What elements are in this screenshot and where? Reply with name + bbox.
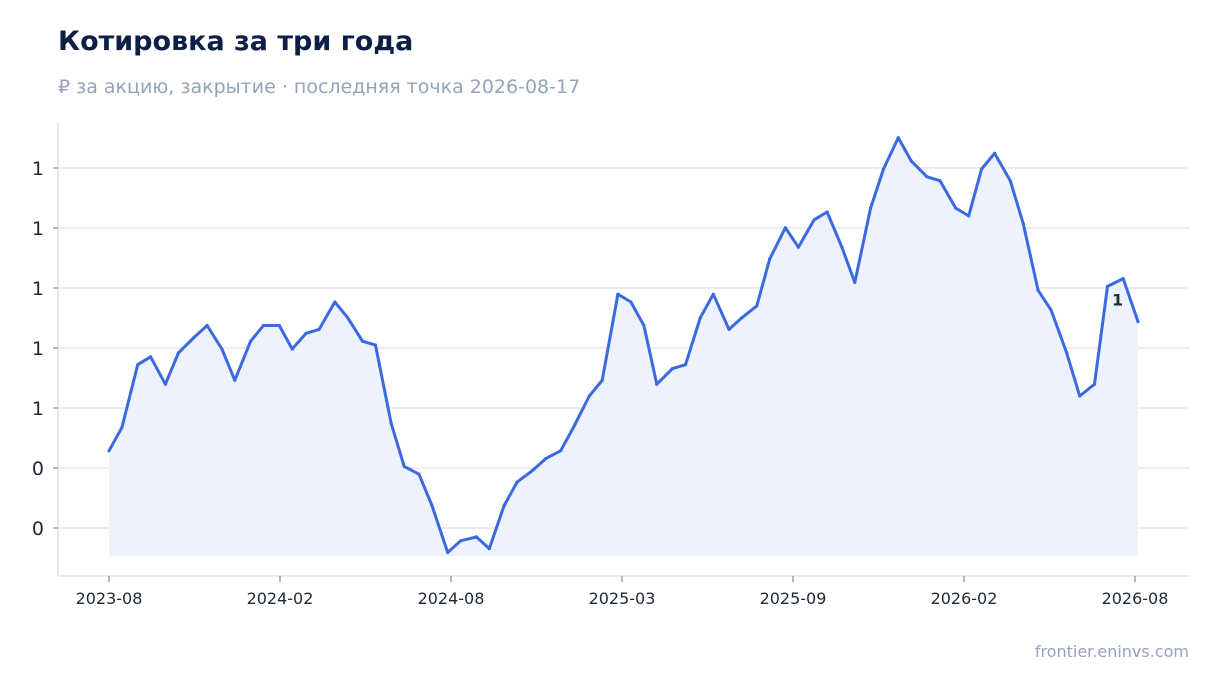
data-point [812, 218, 816, 222]
last-value-label: 1 [1112, 291, 1123, 310]
data-point [1121, 277, 1125, 281]
data-point [840, 245, 844, 249]
data-point [531, 468, 535, 472]
data-point [642, 323, 646, 328]
data-point [249, 339, 253, 343]
y-tick-label: 1 [32, 158, 44, 180]
data-point [446, 550, 450, 555]
data-point [120, 425, 124, 429]
y-tick-label: 1 [32, 398, 44, 420]
data-point [220, 347, 224, 351]
x-tick-label: 2026-08 [1102, 589, 1169, 608]
data-point [233, 378, 237, 382]
y-tick-label: 0 [32, 518, 44, 540]
data-point [544, 457, 548, 461]
x-tick-label: 2025-03 [589, 589, 656, 608]
y-tick-label: 1 [32, 338, 44, 360]
price-series-line [107, 136, 1140, 554]
data-point [1078, 394, 1082, 398]
data-point [417, 472, 421, 476]
data-point [655, 382, 659, 386]
data-point [1065, 351, 1069, 355]
data-point [402, 464, 406, 468]
y-tick-label: 1 [32, 278, 44, 300]
data-point [360, 339, 365, 343]
data-point [629, 300, 633, 304]
data-point [290, 347, 294, 351]
data-point [502, 504, 506, 508]
data-point [825, 210, 829, 214]
data-point [571, 425, 576, 429]
data-point [967, 214, 971, 218]
data-point [881, 167, 886, 171]
data-point [740, 316, 744, 320]
data-point [1008, 179, 1012, 183]
data-point [1136, 320, 1140, 324]
data-point [1105, 284, 1110, 288]
data-point [459, 539, 463, 543]
data-point [768, 257, 772, 261]
data-point [487, 547, 491, 551]
data-point [333, 300, 337, 304]
data-point [711, 292, 715, 296]
data-point [616, 292, 620, 296]
x-axis-ticks: 2023-08 2024-02 2024-08 2025-03 2025-09 2026-… [76, 576, 1169, 608]
x-tick-label: 2024-08 [418, 589, 485, 608]
data-point [587, 394, 591, 398]
data-point [205, 323, 209, 328]
data-point [373, 343, 378, 347]
x-tick-label: 2026-02 [931, 589, 998, 608]
data-point [149, 355, 153, 359]
x-tick-label: 2023-08 [76, 589, 143, 608]
data-point [317, 327, 321, 331]
y-tick-label: 0 [32, 458, 44, 480]
data-point [1036, 288, 1040, 292]
data-point [909, 159, 913, 163]
data-point [163, 382, 167, 386]
data-point [783, 226, 788, 230]
y-tick-label: 1 [32, 218, 44, 240]
data-point [389, 421, 393, 425]
data-point [474, 535, 478, 539]
data-point [670, 367, 675, 371]
data-point [304, 331, 308, 335]
data-point [980, 167, 984, 171]
data-point [938, 179, 942, 183]
data-point [559, 449, 563, 453]
data-point [277, 323, 281, 328]
data-point [176, 351, 180, 355]
data-point [1049, 308, 1053, 312]
price-area-fill [109, 137, 1138, 556]
y-axis-ticks: 0 0 1 1 1 1 1 [32, 158, 58, 540]
data-point [869, 206, 873, 210]
data-point [107, 449, 111, 453]
x-tick-label: 2025-09 [760, 589, 827, 608]
data-point [925, 175, 929, 179]
data-point [430, 504, 434, 508]
data-point [1092, 382, 1097, 386]
data-point [192, 335, 196, 339]
data-point [896, 136, 900, 140]
data-point [727, 327, 731, 331]
chart-subtitle: ₽ за акцию, закрытие · последняя точка 2… [58, 76, 581, 98]
data-point [755, 304, 759, 308]
data-point [346, 316, 350, 320]
data-point [600, 378, 604, 382]
data-point [683, 363, 688, 367]
data-point [136, 363, 140, 367]
chart-title: Котировка за три года [58, 26, 414, 57]
data-point [261, 323, 266, 328]
data-point [796, 245, 801, 249]
price-series-points [107, 136, 1140, 555]
data-point [698, 316, 702, 320]
data-point [853, 280, 857, 285]
data-point [993, 151, 997, 155]
x-tick-label: 2024-02 [247, 589, 314, 608]
source-link[interactable]: frontier.eninvs.com [1034, 642, 1189, 661]
data-point [1021, 222, 1025, 226]
data-point [515, 480, 519, 484]
data-point [954, 206, 958, 210]
